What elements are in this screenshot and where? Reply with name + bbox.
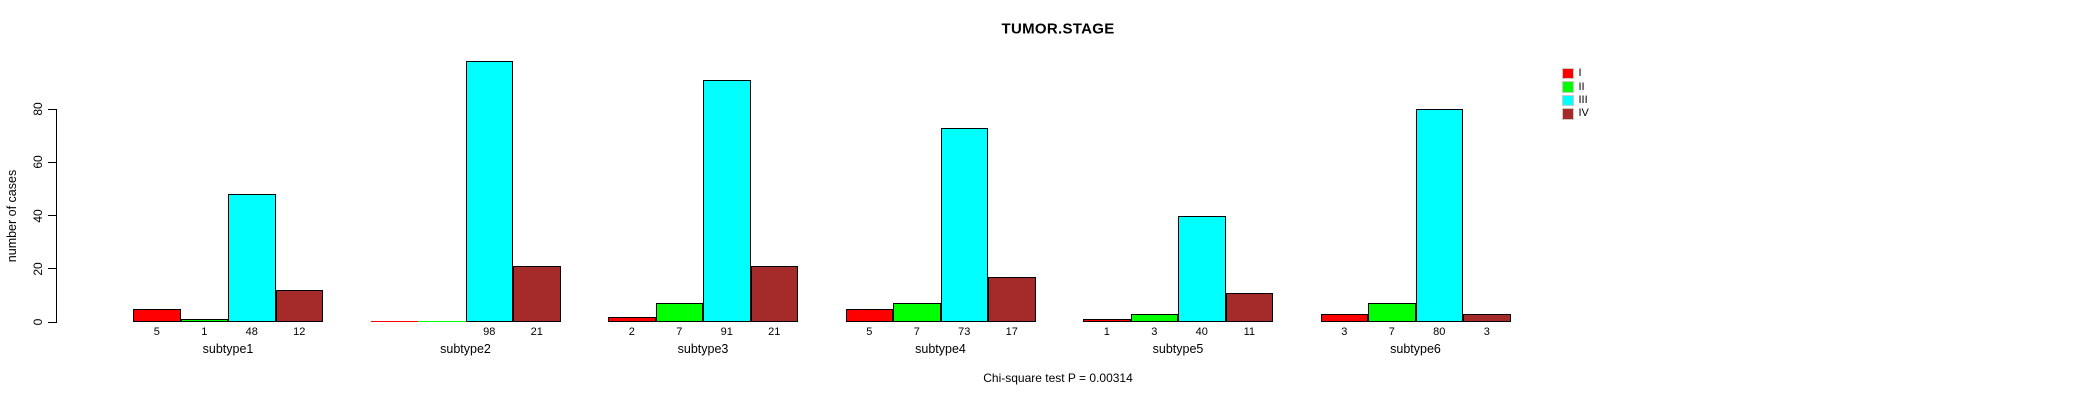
bar-subtype1-II bbox=[180, 319, 228, 322]
footer-note: Chi-square test P = 0.00314 bbox=[983, 371, 1133, 385]
bar-value-label: 1 bbox=[1103, 326, 1110, 338]
bar-subtype6-III bbox=[1415, 109, 1463, 322]
bar-subtype6-IV bbox=[1463, 314, 1511, 322]
y-axis-tick bbox=[48, 108, 56, 110]
y-axis-tick-label: 40 bbox=[31, 208, 45, 223]
bar-subtype4-III bbox=[940, 128, 988, 322]
bar-value-label: 91 bbox=[720, 326, 733, 338]
bar-subtype3-II bbox=[655, 303, 703, 322]
bar-subtype4-IV bbox=[988, 277, 1036, 322]
legend-item: I bbox=[1562, 67, 1589, 80]
y-axis-tick-label: 0 bbox=[31, 318, 45, 326]
legend: I II III IV bbox=[1562, 67, 1589, 121]
bar-value-label: 1 bbox=[201, 326, 208, 338]
x-axis-group-label-subtype6: subtype6 bbox=[1390, 342, 1441, 356]
bar-subtype5-II bbox=[1130, 314, 1178, 322]
bar-value-label: 12 bbox=[293, 326, 306, 338]
bar-value-label: 21 bbox=[768, 326, 781, 338]
bar-subtype1-III bbox=[228, 194, 276, 322]
x-axis-group-label-subtype2: subtype2 bbox=[440, 342, 491, 356]
bar-value-label: 7 bbox=[913, 326, 920, 338]
y-axis-tick-label: 80 bbox=[31, 102, 45, 116]
bar-value-label: 11 bbox=[1243, 326, 1256, 338]
bar-value-label: 73 bbox=[958, 326, 971, 338]
y-axis-tick-label: 60 bbox=[31, 155, 45, 170]
bar-value-label: 7 bbox=[676, 326, 683, 338]
y-axis-title: number of cases bbox=[5, 169, 19, 263]
bar-value-label: 98 bbox=[483, 326, 496, 338]
bar-subtype6-II bbox=[1368, 303, 1416, 322]
bar-value-label: 48 bbox=[245, 326, 258, 338]
bar-subtype2-II bbox=[418, 321, 466, 322]
y-axis-tick-label: 20 bbox=[31, 262, 45, 276]
x-axis-group-label-subtype5: subtype5 bbox=[1152, 342, 1204, 356]
legend-item: III bbox=[1562, 94, 1589, 107]
y-axis-line bbox=[56, 109, 57, 323]
bar-value-label: 7 bbox=[1388, 326, 1395, 338]
bar-subtype6-I bbox=[1320, 314, 1368, 322]
bar-value-label: 17 bbox=[1005, 326, 1018, 338]
bar-value-label: 2 bbox=[628, 326, 635, 338]
legend-swatch bbox=[1562, 67, 1574, 80]
bar-subtype3-IV bbox=[750, 266, 798, 322]
bar-value-label: 5 bbox=[153, 326, 160, 338]
bar-subtype2-III bbox=[465, 61, 513, 322]
bar-subtype3-III bbox=[703, 80, 751, 322]
legend-item-label: I bbox=[1578, 67, 1582, 80]
legend-item-label: II bbox=[1578, 80, 1585, 93]
x-axis-group-label-subtype3: subtype3 bbox=[677, 342, 729, 356]
bar-subtype3-I bbox=[608, 317, 656, 322]
y-axis-tick bbox=[48, 268, 56, 270]
bar-subtype1-I bbox=[133, 309, 181, 322]
legend-swatch bbox=[1562, 81, 1574, 93]
legend-item: II bbox=[1562, 80, 1589, 93]
bar-value-label: 3 bbox=[1483, 326, 1490, 338]
bar-subtype2-I bbox=[370, 321, 418, 322]
bar-value-label: 5 bbox=[866, 326, 873, 338]
legend-swatch bbox=[1562, 94, 1574, 107]
chart-title: TUMOR.STAGE bbox=[1001, 20, 1115, 38]
bar-value-label: 3 bbox=[1151, 326, 1158, 338]
y-axis-tick bbox=[48, 161, 56, 163]
x-axis-group-label-subtype4: subtype4 bbox=[915, 342, 966, 356]
bar-value-label: 80 bbox=[1433, 326, 1446, 338]
y-axis-tick bbox=[48, 321, 56, 323]
x-axis-group-label-subtype1: subtype1 bbox=[202, 342, 254, 356]
y-axis-tick bbox=[48, 215, 56, 217]
bar-subtype4-II bbox=[893, 303, 941, 322]
bar-subtype5-III bbox=[1178, 216, 1226, 322]
bar-subtype4-I bbox=[845, 309, 893, 322]
legend-item-label: III bbox=[1578, 93, 1588, 106]
bar-subtype5-I bbox=[1083, 319, 1131, 322]
bar-subtype1-IV bbox=[275, 290, 323, 322]
bar-value-label: 40 bbox=[1195, 326, 1208, 338]
legend-item-label: IV bbox=[1578, 107, 1589, 120]
bar-subtype2-IV bbox=[513, 266, 561, 322]
legend-item: IV bbox=[1562, 107, 1589, 120]
bar-value-label: 21 bbox=[530, 326, 543, 338]
legend-swatch bbox=[1562, 108, 1574, 120]
bar-value-label: 3 bbox=[1341, 326, 1348, 338]
bar-subtype5-IV bbox=[1225, 293, 1273, 322]
